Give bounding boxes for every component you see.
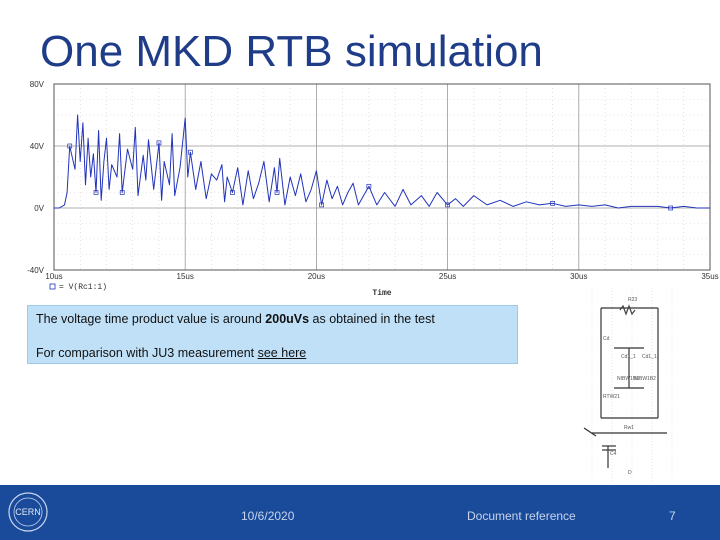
data-point [668, 205, 673, 211]
y-tick-label: 0V [34, 204, 44, 213]
legend-label: = V(Rc1:1) [59, 283, 107, 292]
x-tick-label: 25us [439, 272, 456, 281]
x-tick-label: 30us [570, 272, 587, 281]
note-prefix: The voltage time product value is around [36, 312, 266, 326]
schematic-label-d: D [628, 470, 632, 476]
note-suffix: as obtained in the test [309, 312, 435, 326]
cern-logo-text: CERN [15, 507, 41, 517]
footer-bar: CERN 10/6/2020 Document reference 7 [0, 485, 720, 540]
data-point [230, 190, 235, 195]
data-point [274, 190, 280, 195]
x-axis-label: Time [372, 289, 391, 298]
schematic-label-rtw21: RTW21 [603, 394, 620, 400]
schematic-label-cd1b: Cd1_1 [642, 354, 657, 360]
info-box: The voltage time product value is around… [27, 305, 518, 364]
x-tick-label: 15us [177, 272, 194, 281]
x-tick-label: 10us [45, 272, 62, 281]
data-point [366, 183, 372, 189]
schematic-label-cd1a: Cd1_1 [621, 354, 636, 360]
schematic-label-nibw1b1: NIBW1B1 [617, 376, 639, 382]
data-point [67, 143, 73, 149]
schematic-label-c4: C4 [610, 451, 617, 457]
chart-series [54, 114, 710, 211]
data-point [156, 140, 162, 146]
schematic-label-cd: Cd [603, 336, 610, 342]
footer-page-number: 7 [669, 509, 676, 523]
slide-title: One MKD RTB simulation [40, 27, 543, 76]
schematic-label-nibw1b2: NIBW1B2 [634, 376, 656, 382]
footer-document-reference: Document reference [467, 509, 576, 523]
chart-axes [53, 83, 711, 271]
cern-logo: CERN [8, 492, 48, 532]
note-value: 200uVs [265, 312, 310, 326]
y-tick-label: -40V [27, 266, 45, 275]
data-point [93, 190, 99, 195]
footer-date: 10/6/2020 [241, 509, 295, 523]
data-point [550, 200, 555, 206]
voltage-time-product-note: The voltage time product value is around… [36, 312, 435, 326]
series-line-0 [54, 114, 710, 209]
comparison-prefix: For comparison with JU3 measurement [36, 346, 258, 360]
x-tick-label: 20us [308, 272, 325, 281]
y-tick-label: 80V [30, 80, 45, 89]
legend-marker [49, 283, 56, 290]
schematic-drawing: R23 Cd Cd1_1 Cd1_1 RTW21 NIBW1B1 NIBW1B2… [572, 288, 687, 482]
data-point [319, 202, 324, 208]
comparison-note: For comparison with JU3 measurement see … [36, 346, 306, 360]
circuit-schematic: R23 Cd Cd1_1 Cd1_1 RTW21 NIBW1B1 NIBW1B2… [572, 288, 687, 482]
see-here-link[interactable]: see here [257, 346, 307, 360]
data-point [445, 202, 450, 208]
oscilloscope-plot: 80V 40V 0V -40V 10us 15us 20us 25us 30us 35us = V(… [0, 78, 720, 308]
x-tick-label: 35us [701, 272, 718, 281]
schematic-label-r23: R23 [628, 297, 637, 303]
data-point [188, 149, 193, 155]
y-tick-label: 40V [30, 142, 45, 151]
data-point [119, 190, 125, 195]
plot-frame [53, 83, 711, 271]
schematic-label-rw1: Rw1 [624, 425, 634, 431]
